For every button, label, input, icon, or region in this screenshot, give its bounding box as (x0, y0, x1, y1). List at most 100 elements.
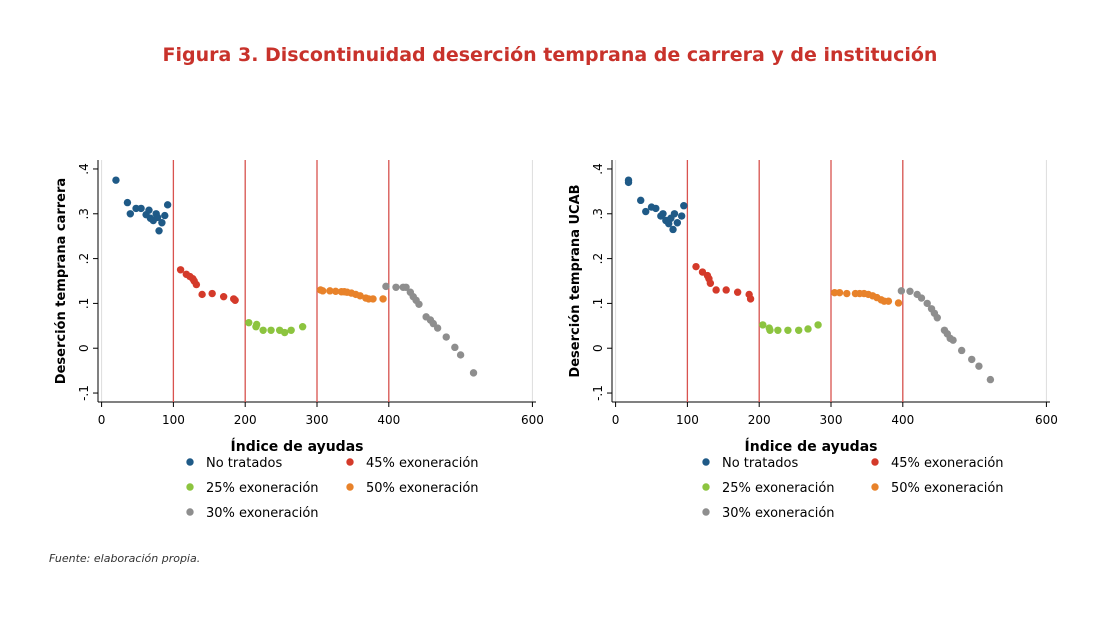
data-point (637, 196, 645, 205)
legend-label: 30% exoneración (722, 506, 835, 521)
legend-label: 50% exoneración (891, 481, 1004, 496)
data-point (759, 321, 767, 329)
data-point (670, 210, 679, 218)
data-point (252, 320, 261, 329)
data-point (986, 375, 995, 384)
data-point (153, 213, 162, 222)
legend-label: No tratados (206, 456, 282, 471)
data-point (208, 289, 216, 298)
x-tick-label: 300 (820, 413, 843, 427)
x-tick-label: 600 (1035, 413, 1058, 427)
data-point (923, 299, 931, 308)
data-point (933, 314, 941, 322)
legend-marker (702, 508, 710, 516)
data-point (158, 219, 166, 227)
y-tick-label: 0 (77, 344, 91, 352)
x-axis-title: Índice de ayudas (231, 438, 364, 455)
y-tick-label: .1 (77, 298, 91, 309)
data-point (949, 336, 957, 344)
x-tick-label: 200 (748, 413, 771, 427)
y-tick-label: .3 (591, 208, 605, 219)
data-point (894, 299, 903, 307)
data-point (968, 355, 976, 364)
data-point (712, 286, 720, 294)
legend-marker (186, 458, 194, 466)
data-point (280, 328, 289, 337)
y-tick-label: 0 (591, 344, 605, 352)
data-point (835, 288, 844, 297)
figure-title: Figura 3. Discontinuidad deserción tempr… (162, 44, 938, 66)
data-point (906, 287, 914, 296)
data-point (456, 351, 465, 359)
data-point (145, 206, 153, 214)
data-point (652, 204, 660, 213)
data-point (642, 207, 650, 216)
x-tick-label: 400 (377, 413, 400, 427)
legend-label: 25% exoneración (206, 481, 319, 496)
data-point (469, 369, 478, 377)
y-tick-label: .3 (77, 208, 91, 219)
data-point (382, 282, 390, 291)
x-axis-title: Índice de ayudas (745, 438, 878, 455)
data-point (161, 211, 169, 220)
data-point (137, 204, 145, 213)
legend-label: 25% exoneración (722, 481, 835, 496)
data-point (369, 295, 377, 303)
data-point (326, 287, 334, 295)
legend-marker (186, 483, 194, 491)
data-point (975, 362, 983, 370)
data-point (451, 343, 459, 352)
data-point (442, 333, 450, 341)
data-point (112, 176, 120, 184)
data-point (680, 202, 688, 210)
data-point (784, 326, 792, 334)
data-point (433, 324, 442, 332)
data-point (219, 292, 228, 301)
data-point (392, 283, 400, 291)
legend-marker (871, 458, 879, 466)
data-point (267, 326, 275, 334)
data-point (415, 300, 423, 309)
x-tick-label: 200 (234, 413, 257, 427)
x-tick-label: 300 (306, 413, 329, 427)
legend-marker (186, 508, 194, 516)
data-point (198, 290, 206, 299)
y-tick-label: .2 (77, 253, 91, 264)
legend-marker (871, 483, 879, 491)
data-point (331, 287, 340, 296)
y-tick-label: -.1 (591, 385, 605, 401)
data-point (155, 227, 163, 235)
legend-label: 30% exoneración (206, 506, 319, 521)
data-point (733, 288, 742, 296)
data-point (319, 287, 327, 295)
y-axis-title: Deserción temprana UCAB (568, 184, 583, 377)
source-note: Fuente: elaboración propia. (49, 552, 201, 565)
data-point (766, 326, 774, 334)
data-point (231, 296, 239, 304)
y-tick-label: .4 (591, 163, 605, 174)
y-axis-title: Deserción temprana carrera (54, 178, 69, 384)
y-tick-label: .1 (591, 298, 605, 309)
y-tick-label: -.1 (77, 385, 91, 401)
data-point (379, 295, 387, 303)
data-point (259, 326, 267, 334)
data-point (126, 210, 135, 218)
data-point (884, 297, 893, 305)
data-point (669, 225, 677, 234)
chart-deserción-ucab: 0 100 200 300 400 600 -.1 0 .1 .2 .3 .4 Índice de ay… (568, 160, 1058, 521)
legend-label: 45% exoneración (891, 456, 1004, 471)
data-point (722, 286, 730, 294)
data-point (692, 262, 700, 271)
data-point (123, 198, 132, 207)
data-point (746, 295, 755, 303)
legend-marker (346, 483, 354, 491)
data-point (192, 280, 201, 289)
y-tick-label: .4 (77, 163, 91, 174)
data-point (774, 326, 782, 334)
data-point (957, 346, 966, 355)
chart-deserción-carrera: 0 100 200 300 400 600 -.1 0 .1 .2 .3 .4 Índice de ay… (54, 160, 544, 521)
data-point (677, 212, 686, 220)
data-point (287, 326, 295, 334)
data-point (176, 266, 185, 274)
